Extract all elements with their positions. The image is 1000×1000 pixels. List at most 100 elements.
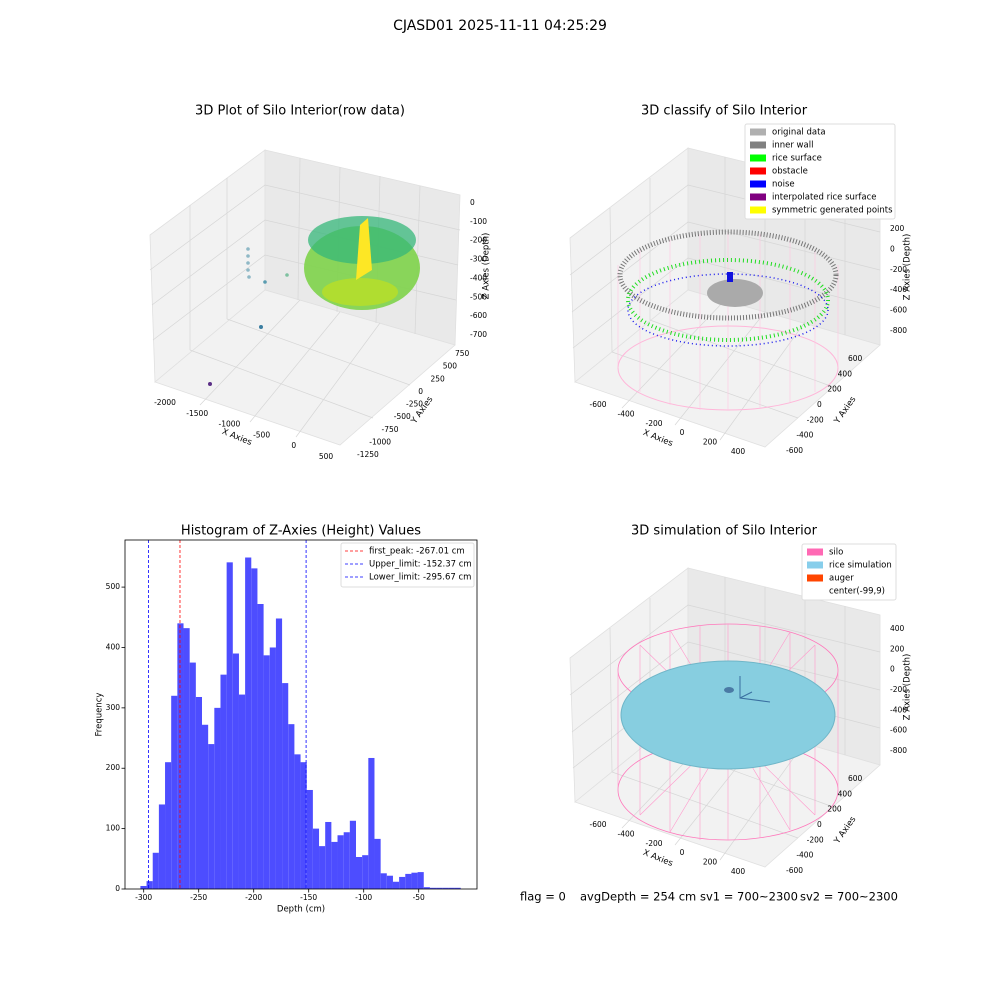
outlier [259, 325, 263, 329]
y-tick-label: -250 [406, 400, 423, 409]
legend-swatch [807, 561, 823, 569]
y-tick-label: 100 [106, 824, 121, 833]
x-tick-label: -600 [589, 400, 606, 409]
z-tick-label: -500 [470, 292, 487, 301]
y-axis-label: Frequency [95, 693, 105, 737]
bar [294, 754, 301, 889]
y-tick-label: 0 [418, 387, 423, 396]
bar [288, 724, 295, 889]
z-tick-label: -100 [470, 217, 487, 226]
auger [724, 687, 734, 693]
legend-label: Lower_limit: -295.67 cm [369, 573, 471, 583]
bar [454, 887, 461, 889]
bar [349, 820, 356, 889]
y-tick-label: 600 [848, 774, 863, 783]
legend-label: obstacle [772, 167, 808, 177]
legend-swatch [750, 167, 766, 175]
y-tick-label: 300 [106, 703, 121, 712]
rice-surface [626, 258, 830, 342]
y-tick-label: 200 [827, 385, 842, 394]
legend-swatch [750, 206, 766, 214]
bar [140, 885, 147, 889]
y-tick-label: 200 [106, 763, 121, 772]
x-axis-label: Depth (cm) [277, 905, 325, 915]
bar [411, 872, 418, 889]
z-axis-label: Z Axies (Depth) [903, 654, 913, 721]
y-tick-label: 500 [106, 582, 121, 591]
figure-title: CJASD01 2025-11-11 04:25:29 [393, 18, 607, 34]
outlier [246, 261, 250, 265]
bar [399, 876, 406, 889]
x-tick-label: -1000 [219, 420, 241, 429]
x-tick-label: 0 [680, 428, 685, 437]
chart-title: 3D classify of Silo Interior [641, 104, 808, 119]
bar [325, 821, 332, 889]
bar [152, 852, 159, 889]
z-tick-label: -300 [470, 255, 487, 264]
bar [380, 873, 387, 889]
outlier [246, 268, 250, 272]
bar [306, 789, 313, 889]
x-tick-label: -250 [190, 893, 207, 902]
grid [569, 577, 881, 861]
silo-wire [617, 232, 839, 410]
legend-label: silo [829, 548, 843, 558]
x-tick-label: -600 [589, 820, 606, 829]
bar [423, 887, 430, 889]
bar [158, 804, 166, 889]
z-tick-label: 0 [890, 244, 895, 253]
bar [362, 855, 369, 889]
legend-swatch [750, 128, 766, 136]
bar [356, 856, 363, 889]
legend-label: interpolated rice surface [772, 193, 877, 203]
y-tick-label: -600 [786, 866, 803, 875]
z-tick-label: -600 [890, 726, 907, 735]
bar [429, 887, 437, 889]
x-tick-label: 200 [703, 858, 718, 867]
y-tick-label: 0 [817, 400, 822, 409]
bar [189, 662, 196, 889]
legend-swatch [750, 154, 766, 162]
bar [202, 724, 209, 889]
bar [312, 828, 320, 889]
y-tick-label: 250 [431, 374, 446, 383]
legend-label: noise [772, 180, 795, 190]
bar [146, 881, 153, 889]
y-tick-label: -500 [394, 412, 411, 421]
y-tick-label: -200 [807, 415, 824, 424]
chart-title: 3D simulation of Silo Interior [631, 524, 818, 539]
pane [154, 289, 456, 446]
point-cloud [208, 216, 420, 386]
bar [165, 762, 172, 889]
y-tick-label: -1250 [357, 450, 379, 459]
z-tick-label: -200 [470, 236, 487, 245]
z-axis-label: Z Axies (Depth) [903, 234, 913, 301]
outlier [246, 247, 250, 251]
bar [386, 875, 393, 889]
legend-box [801, 543, 897, 601]
x-tick-label: -100 [355, 893, 372, 902]
y-tick-label: 200 [827, 805, 842, 814]
bar [251, 568, 258, 889]
footer-text: sv2 = 700~2300 [800, 890, 898, 904]
legend-swatch [807, 574, 823, 582]
legend-label: rice surface [772, 154, 822, 164]
legend-label: Upper_limit: -152.37 cm [369, 560, 472, 570]
x-tick-label: -200 [645, 419, 662, 428]
z-tick-label: -800 [890, 326, 907, 335]
rice-simulation [620, 660, 836, 770]
point-cloud-peak [356, 218, 372, 280]
x-tick-label: -1500 [186, 409, 208, 418]
inner-wall [617, 229, 839, 321]
bar [319, 846, 326, 889]
footer-text: avgDepth = 254 cm [580, 890, 696, 904]
z-tick-label: 200 [890, 224, 905, 233]
z-tick-label: -600 [470, 311, 487, 320]
bar [392, 881, 400, 889]
y-tick-label: -400 [796, 851, 813, 860]
pane [574, 289, 881, 448]
legend-label: symmetric generated points [772, 206, 893, 216]
footer-text: sv1 = 700~2300 [700, 890, 798, 904]
outlier [247, 275, 251, 279]
original-data [707, 279, 763, 307]
